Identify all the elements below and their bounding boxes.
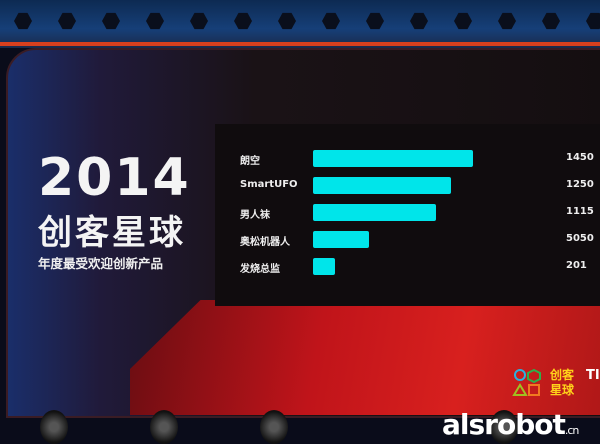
bar-label: 朗空 <box>240 156 260 167</box>
bar <box>313 231 369 248</box>
bar-label: 奥松机器人 <box>240 237 290 248</box>
watermark-suffix: .cn <box>564 424 579 437</box>
bar <box>313 177 451 194</box>
hexagon-decoration <box>542 12 560 30</box>
bar-value-label: 1250 <box>566 179 594 190</box>
bar <box>313 150 473 167</box>
bar-label: SmartUFO <box>240 179 298 190</box>
bar <box>313 258 336 275</box>
watermark: alsrobot.cn <box>442 408 579 441</box>
brand-title: 创客星球 <box>38 213 186 253</box>
shapes-logo-icon <box>512 368 546 398</box>
hexagon-decoration <box>454 12 472 30</box>
stage-top-band <box>0 0 600 48</box>
stage-light <box>40 410 68 444</box>
bar-value-label: 1450 <box>566 152 594 163</box>
hexagon-decoration <box>498 12 516 30</box>
bar-label: 男人袜 <box>240 210 270 221</box>
watermark-text: alsrobot <box>442 408 566 441</box>
stage-light <box>150 410 178 444</box>
hexagon-decoration <box>586 12 600 30</box>
subtitle: 年度最受欢迎创新产品 <box>38 256 164 271</box>
hexagon-decoration <box>322 12 340 30</box>
year-title: 2014 <box>38 148 191 208</box>
hexagon-decoration <box>102 12 120 30</box>
stage-light <box>260 410 288 444</box>
hexagon-decoration <box>234 12 252 30</box>
bar <box>313 204 437 221</box>
hexagon-decoration <box>146 12 164 30</box>
hexagon-decoration <box>278 12 296 30</box>
corner-logo-text: 创客星球 <box>550 368 575 397</box>
bar-label: 发烧总监 <box>240 264 280 275</box>
hexagon-decoration <box>190 12 208 30</box>
hexagon-decoration <box>410 12 428 30</box>
bar-value-label: 5050 <box>566 233 594 244</box>
corner-partial-text: TI <box>586 368 600 383</box>
hexagon-decoration <box>14 12 32 30</box>
stage-border <box>0 42 600 46</box>
bar-value-label: 1115 <box>566 206 594 217</box>
hexagon-decoration <box>58 12 76 30</box>
bar-value-label: 201 <box>566 260 587 271</box>
hexagon-decoration <box>366 12 384 30</box>
stage-light <box>490 410 518 444</box>
